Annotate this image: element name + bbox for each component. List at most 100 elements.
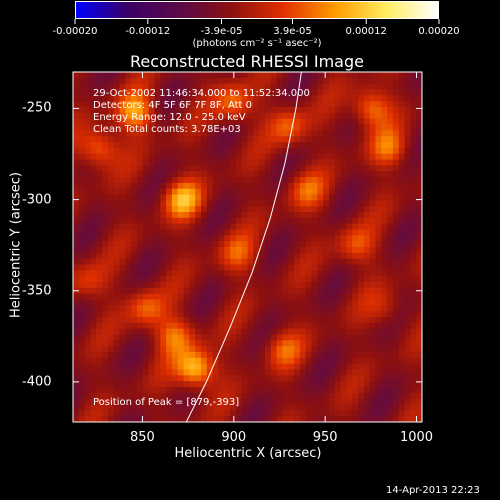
heatmap-cell (311, 416, 318, 422)
heatmap-cell (270, 124, 278, 131)
heatmap-cell (346, 322, 353, 330)
heatmap-cell (148, 299, 156, 306)
heatmap-cell (224, 322, 231, 330)
heatmap-cell (183, 130, 190, 137)
heatmap-cell (398, 130, 406, 137)
heatmap-cell (241, 328, 249, 336)
heatmap-cell (358, 270, 365, 277)
heatmap-cell (73, 258, 80, 266)
heatmap-cell (218, 153, 225, 161)
heatmap-cell (241, 387, 249, 394)
heatmap-cell (311, 177, 318, 184)
heatmap-cell (328, 352, 336, 359)
heatmap-cell (96, 270, 103, 277)
heatmap-cell (358, 177, 365, 184)
heatmap-cell (387, 89, 394, 96)
heatmap-cell (340, 276, 347, 283)
heatmap-cell (398, 311, 406, 318)
heatmap-cell (96, 322, 103, 330)
heatmap-cell (276, 95, 283, 102)
heatmap-cell (166, 270, 173, 277)
heatmap-cell (206, 352, 214, 359)
heatmap-cell (270, 194, 278, 201)
heatmap-cell (212, 258, 220, 266)
heatmap-cell (288, 416, 295, 422)
heatmap-cell (340, 147, 347, 155)
heatmap-cell (392, 182, 400, 190)
heatmap-cell (154, 369, 161, 376)
heatmap-cell (171, 101, 179, 108)
heatmap-cell (259, 223, 266, 231)
heatmap-cell (323, 95, 330, 102)
heatmap-cell (299, 340, 307, 347)
heatmap-cell (410, 223, 417, 231)
heatmap-cell (340, 328, 347, 336)
heatmap-cell (317, 352, 324, 359)
heatmap-cell (334, 206, 342, 213)
heatmap-cell (142, 387, 150, 394)
heatmap-cell (142, 322, 150, 330)
heatmap-cell (84, 200, 92, 207)
heatmap-cell (340, 118, 347, 126)
heatmap-cell (294, 107, 301, 114)
heatmap-cell (259, 322, 266, 330)
heatmap-cell (259, 340, 266, 347)
heatmap-cell (183, 206, 190, 213)
heatmap-cell (328, 410, 336, 417)
heatmap-cell (177, 334, 185, 341)
heatmap-cell (375, 142, 382, 149)
heatmap-cell (398, 159, 406, 166)
heatmap-cell (96, 363, 103, 371)
heatmap-cell (84, 83, 92, 91)
heatmap-cell (369, 182, 377, 190)
heatmap-cell (387, 363, 394, 371)
heatmap-cell (125, 77, 132, 85)
heatmap-cell (195, 212, 202, 219)
heatmap-cell (334, 381, 342, 388)
heatmap-cell (369, 328, 377, 336)
heatmap-cell (136, 381, 144, 388)
heatmap-cell (235, 387, 243, 394)
heatmap-cell (241, 241, 249, 248)
heatmap-cell (84, 212, 92, 219)
heatmap-cell (90, 200, 97, 207)
heatmap-cell (375, 264, 382, 271)
heatmap-cell (340, 235, 347, 242)
heatmap-cell (148, 194, 156, 201)
heatmap-cell (90, 247, 97, 254)
heatmap-cell (334, 276, 342, 283)
heatmap-cell (398, 217, 406, 225)
heatmap-cell (392, 346, 400, 353)
heatmap-cell (294, 136, 301, 143)
heatmap-cell (235, 77, 243, 85)
heatmap-cell (282, 101, 289, 108)
heatmap-cell (375, 287, 382, 295)
heatmap-cell (119, 95, 126, 102)
heatmap-cell (375, 305, 382, 312)
heatmap-cell (294, 194, 301, 201)
heatmap-cell (398, 200, 406, 207)
heatmap-cell (113, 229, 121, 236)
heatmap-cell (247, 241, 254, 248)
heatmap-cell (206, 177, 214, 184)
heatmap-cell (166, 299, 173, 306)
heatmap-cell (276, 136, 283, 143)
heatmap-cell (247, 159, 254, 166)
heatmap-cell (177, 410, 185, 417)
heatmap-cell (392, 387, 400, 394)
heatmap-cell (73, 322, 80, 330)
heatmap-cell (375, 182, 382, 190)
heatmap-cell (253, 241, 260, 248)
heatmap-cell (392, 177, 400, 184)
heatmap-cell (73, 130, 80, 137)
heatmap-cell (142, 194, 150, 201)
heatmap-cell (235, 72, 243, 79)
heatmap-cell (334, 130, 342, 137)
heatmap-cell (340, 130, 347, 137)
heatmap-cell (125, 305, 132, 312)
heatmap-cell (369, 72, 377, 79)
heatmap-cell (224, 299, 231, 306)
heatmap-cell (148, 392, 156, 400)
heatmap-cell (189, 206, 196, 213)
heatmap-cell (328, 142, 336, 149)
